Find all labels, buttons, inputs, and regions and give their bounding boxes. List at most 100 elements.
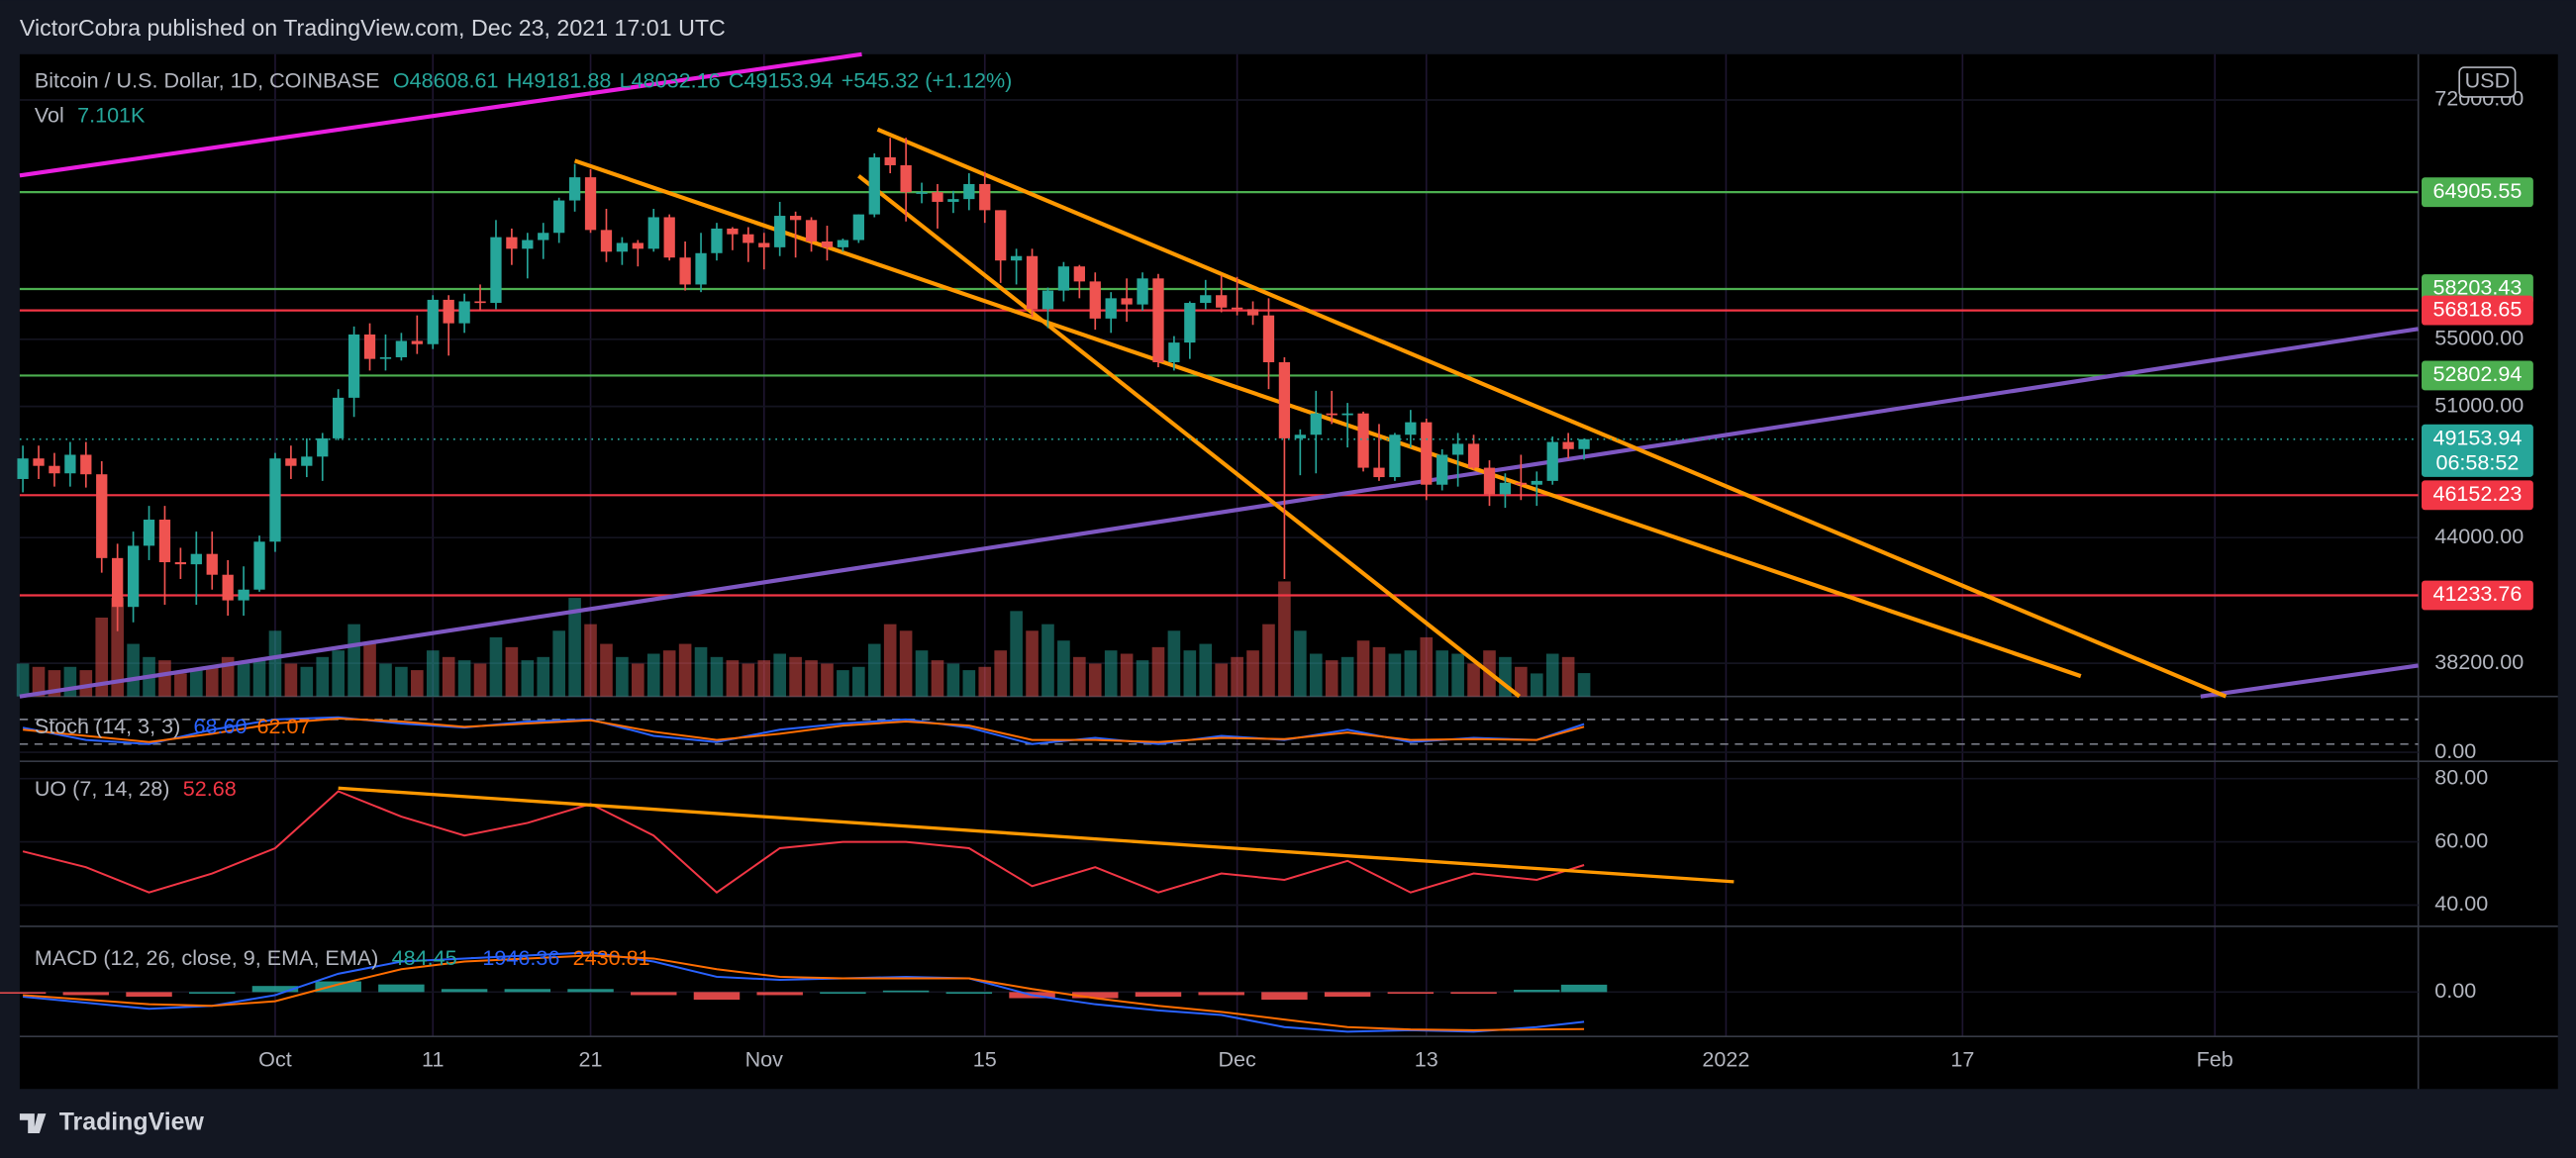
candle-body <box>363 334 376 359</box>
macd-line <box>23 954 1585 1031</box>
x-tick-label: 15 <box>973 1047 997 1072</box>
volume-bar <box>1404 650 1418 697</box>
volume-bar <box>694 646 708 697</box>
volume-bar <box>205 666 219 697</box>
price-level-label: 64905.55 <box>2432 178 2522 203</box>
volume-bar <box>1356 640 1370 697</box>
y-tick-label: 44000.00 <box>2434 524 2524 548</box>
candle-body <box>1152 278 1164 362</box>
candle-body <box>17 458 29 479</box>
volume-bar <box>994 650 1007 697</box>
x-tick-label: Nov <box>745 1047 784 1072</box>
macd-histogram-bar <box>378 984 425 993</box>
candle-body <box>269 458 281 542</box>
candle-body <box>900 164 912 193</box>
candle-body <box>758 242 770 247</box>
macd-histogram-bar <box>0 992 47 995</box>
candle-body <box>538 233 549 241</box>
volume-bar <box>1530 673 1543 697</box>
volume-bar <box>158 660 171 697</box>
candle-body <box>33 458 45 466</box>
candle-body <box>616 242 629 252</box>
volume-bar <box>1120 653 1134 697</box>
stoch-line <box>23 718 1585 743</box>
volume-bar <box>568 598 581 697</box>
volume-bar <box>237 663 250 697</box>
candle-body <box>1531 480 1542 485</box>
candle-body <box>789 216 802 221</box>
macd-histogram-bar <box>251 986 299 993</box>
candle-body <box>1389 434 1401 478</box>
volume-bar <box>332 650 345 697</box>
candle-body <box>1515 482 1527 485</box>
y-tick-label: 80.00 <box>2434 764 2488 789</box>
macd-histogram-bar <box>441 989 488 993</box>
last-price-tag <box>2422 424 2533 477</box>
volume-bar <box>1467 663 1480 697</box>
legend-text: 2430.81 <box>573 945 650 970</box>
candle-body <box>174 562 187 565</box>
candle-body <box>679 257 691 285</box>
candle-body <box>821 241 834 247</box>
volume-bar <box>867 643 881 697</box>
volume-bar <box>252 660 266 697</box>
price-level-label: 41233.76 <box>2432 581 2522 606</box>
candle-body <box>774 216 786 247</box>
volume-bar <box>837 670 849 697</box>
legend-text: C49153.94 <box>729 68 834 93</box>
volume-bar <box>1340 656 1354 697</box>
candle-body <box>1467 443 1480 468</box>
volume-bar <box>726 660 740 697</box>
candle-body <box>584 177 597 231</box>
price-level-label: 56818.65 <box>2432 296 2522 321</box>
legend-text: O48608.61 <box>393 68 499 93</box>
candle-body <box>127 545 140 608</box>
last-price-label: 49153.94 <box>2432 425 2522 449</box>
legend-text: L48032.16 <box>620 68 721 93</box>
candle-body <box>1026 255 1039 310</box>
candle-body <box>1121 298 1133 305</box>
volume-bar <box>1309 653 1323 697</box>
candle-body <box>395 340 408 357</box>
macd-histogram-bar <box>1261 992 1308 1001</box>
volume-bar <box>1372 646 1386 697</box>
price-level-tag <box>2422 295 2533 326</box>
legend-text: Stoch (14, 3, 3) <box>35 714 180 738</box>
volume-bar <box>757 660 771 697</box>
candle-body <box>1373 467 1385 478</box>
volume-bar <box>1215 663 1228 697</box>
volume-bar <box>457 660 471 697</box>
candle-body <box>80 454 92 475</box>
candle-body <box>995 210 1007 261</box>
volume-bar <box>268 630 282 697</box>
macd-line <box>23 951 1585 1033</box>
x-tick-label: Oct <box>258 1047 292 1072</box>
candle-body <box>112 557 124 608</box>
uo-trendline <box>338 786 1734 884</box>
macd-histogram-bar <box>693 992 741 1001</box>
volume-bar <box>1073 656 1086 697</box>
candle-body <box>947 199 959 202</box>
volume-bar <box>662 650 676 697</box>
volume-bar <box>1231 656 1243 697</box>
candle-body <box>143 520 155 546</box>
candle-body <box>805 220 818 241</box>
candle-body <box>1262 315 1275 362</box>
countdown: 06:58:52 <box>2435 449 2519 474</box>
volume-bar <box>442 656 455 697</box>
volume-bar <box>1325 660 1338 697</box>
volume-bar <box>552 630 565 697</box>
volume-bar <box>1451 653 1464 697</box>
candle-body <box>411 340 423 344</box>
volume-bar <box>521 660 535 697</box>
legend-text: 7.101K <box>77 103 146 128</box>
volume-bar <box>946 663 960 697</box>
y-tick-label: 0.00 <box>2434 738 2476 763</box>
candle-body <box>333 397 345 438</box>
candle-body <box>1546 441 1558 481</box>
candle-body <box>1341 413 1353 416</box>
volume-bar <box>1026 630 1039 697</box>
candle-body <box>1200 295 1212 304</box>
volume-bar <box>489 636 503 697</box>
volume-bar <box>1388 653 1402 697</box>
